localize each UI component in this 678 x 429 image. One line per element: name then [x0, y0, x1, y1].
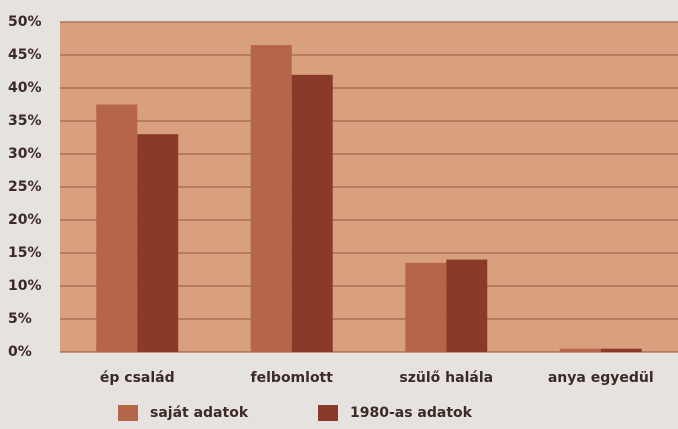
y-tick-label: 25%	[8, 179, 42, 195]
x-tick-label: anya egyedül	[548, 370, 654, 386]
x-tick-label: ép család	[100, 370, 175, 386]
y-tick-label: 50%	[8, 14, 42, 30]
x-tick-label: szülő halála	[399, 370, 493, 386]
legend-label: 1980-as adatok	[350, 405, 473, 421]
bar	[96, 104, 138, 352]
y-tick-label: 10%	[8, 278, 42, 294]
bar	[600, 348, 642, 352]
bar	[137, 134, 179, 352]
legend-label: saját adatok	[150, 405, 249, 421]
y-tick-label: 30%	[8, 146, 42, 162]
y-tick-label: 5%	[8, 311, 32, 327]
bar	[250, 45, 292, 352]
x-tick-label: felbomlott	[251, 370, 334, 386]
y-tick-label: 40%	[8, 80, 42, 96]
bar	[291, 74, 333, 353]
y-tick-label: 45%	[8, 47, 42, 63]
y-tick-label: 35%	[8, 113, 42, 129]
bar	[559, 348, 601, 352]
y-tick-label: 20%	[8, 212, 42, 228]
y-tick-label: 0%	[8, 344, 32, 360]
legend-swatch	[318, 405, 338, 421]
bar	[446, 259, 488, 352]
y-tick-label: 15%	[8, 245, 42, 261]
legend-swatch	[118, 405, 138, 421]
bar	[405, 262, 447, 352]
